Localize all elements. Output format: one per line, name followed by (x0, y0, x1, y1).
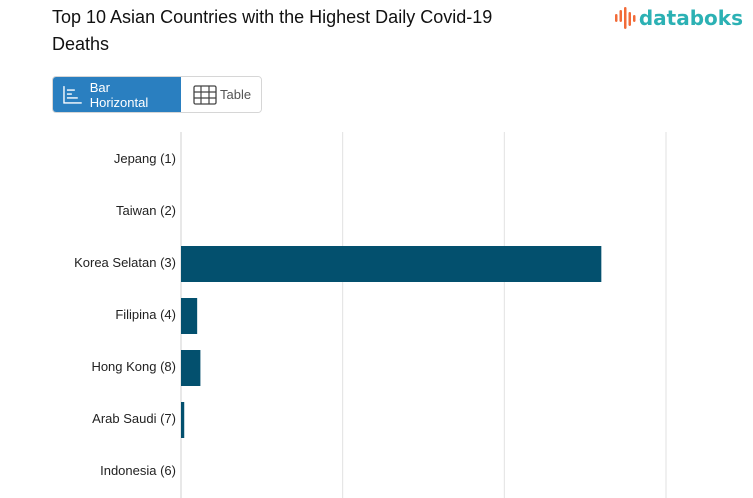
category-label: Filipina (4) (115, 307, 176, 322)
bar-horizontal-icon (63, 85, 82, 104)
tab-bar-horizontal[interactable]: Bar Horizontal (53, 77, 181, 112)
category-label: Jepang (1) (114, 151, 176, 166)
databoks-logo: databoks (614, 5, 743, 31)
category-label: Taiwan (2) (116, 203, 176, 218)
view-tabs: Bar Horizontal Table (52, 76, 262, 113)
table-grid-icon (193, 84, 217, 105)
category-label: Arab Saudi (7) (92, 411, 176, 426)
bar[interactable] (181, 350, 201, 386)
bar[interactable] (181, 402, 185, 438)
tab-table[interactable]: Table (181, 77, 261, 112)
bar[interactable] (181, 298, 198, 334)
tab-table-label: Table (220, 87, 252, 102)
tab-bar-horizontal-label: Bar Horizontal (89, 79, 149, 110)
category-label: Korea Selatan (3) (74, 255, 176, 270)
bar[interactable] (181, 246, 602, 282)
databoks-logo-icon (614, 7, 636, 29)
category-label: Hong Kong (8) (91, 359, 176, 374)
chart-title: Top 10 Asian Countries with the Highest … (52, 7, 493, 54)
logo-text: databoks (638, 6, 743, 30)
category-label: Indonesia (6) (100, 463, 176, 478)
